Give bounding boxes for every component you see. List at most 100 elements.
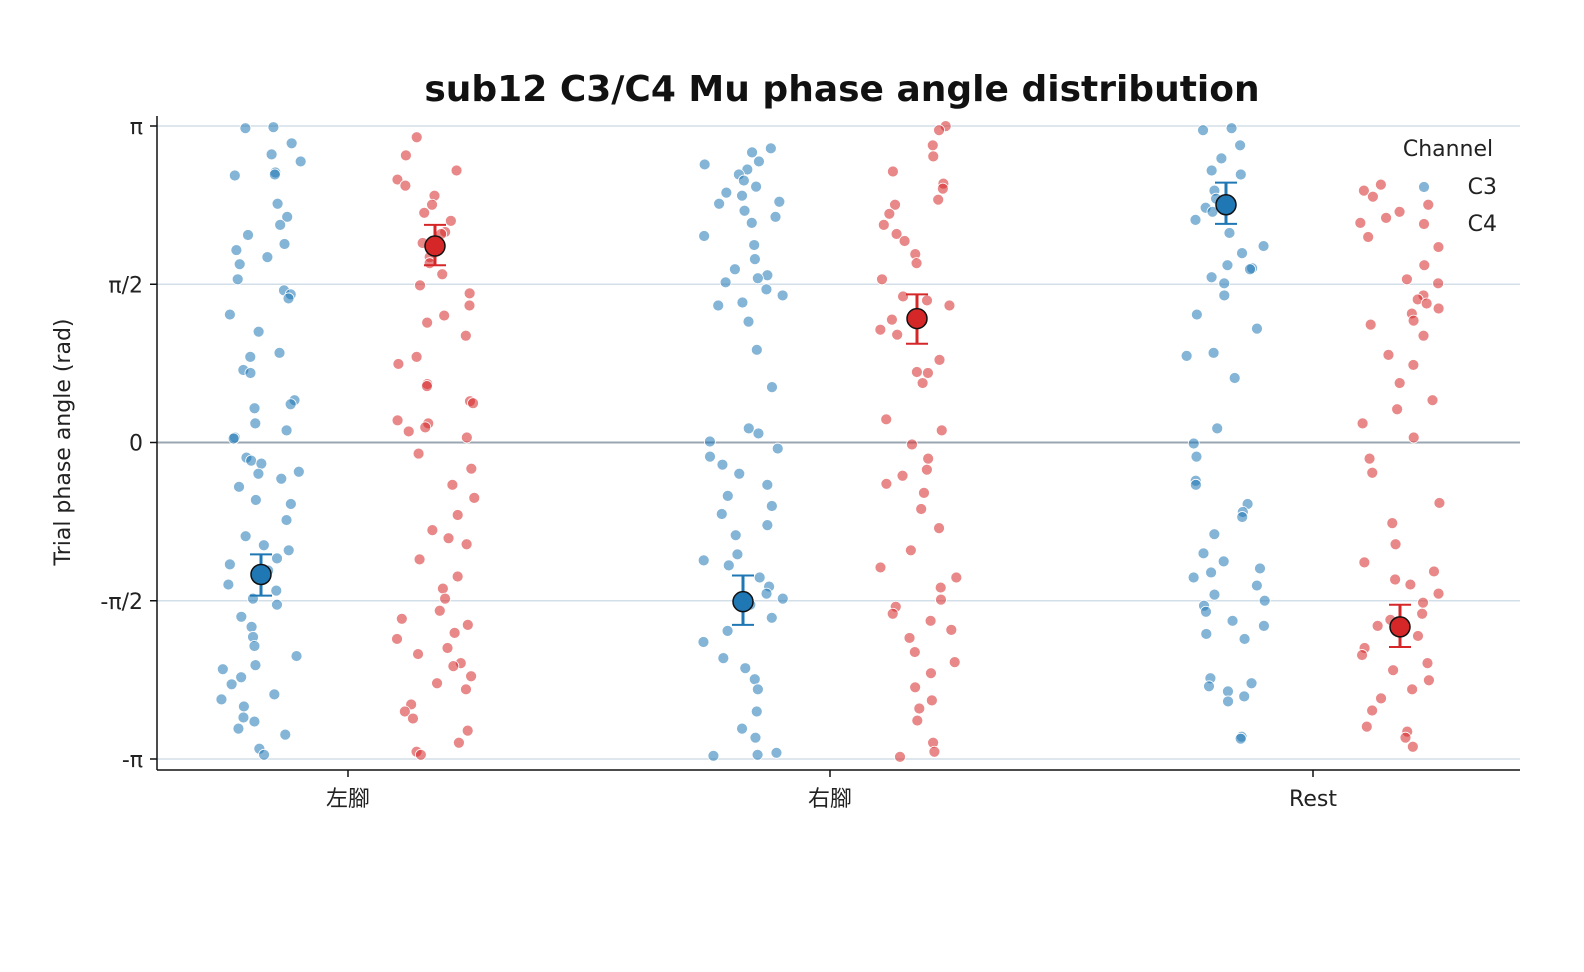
data-point [750,343,763,356]
data-point [233,258,246,271]
y-tick-label: -π/2 [100,590,143,615]
data-point [935,424,948,437]
data-point [391,173,404,186]
data-point [252,467,265,480]
data-point [738,204,751,217]
data-point [760,587,773,600]
data-point [1423,674,1435,687]
data-point [461,724,474,737]
data-point [426,198,438,211]
data-point [1207,346,1220,359]
legend: Channel C3 C4 [1403,137,1497,237]
data-point [927,150,940,163]
data-point [731,548,744,561]
data-point [468,492,481,504]
data-point [874,561,887,574]
data-point [232,722,245,735]
data-point [282,544,295,557]
data-point [1407,359,1420,371]
data-point [448,627,461,639]
data-point [239,122,252,135]
data-point [745,216,758,229]
data-point [760,283,773,296]
data-point [712,299,725,312]
data-point [1236,511,1249,523]
scatter-points [215,120,1446,763]
data-point [1391,403,1404,416]
data-point [891,328,904,341]
data-point [1215,152,1228,165]
data-point [453,736,465,749]
data-point [271,552,283,565]
data-point [1222,695,1234,708]
axes: π π/2 0 -π/2 -π 左腳 右腳 Rest [100,115,1520,812]
grid-lines [157,125,1520,760]
data-point [1189,478,1202,491]
data-point [278,238,291,250]
data-point [1382,348,1395,361]
data-point [1426,394,1439,407]
data-point [216,663,229,676]
data-point [392,358,405,370]
data-point [1417,329,1430,342]
data-point [720,186,733,199]
data-point [460,431,473,444]
data-point [764,142,777,155]
data-point [1245,677,1258,690]
data-point [446,478,459,491]
data-point [230,244,243,256]
data-point [729,529,742,542]
data-point [467,397,479,410]
data-point [284,498,297,510]
data-point [713,197,726,210]
data-point [282,292,295,305]
data-point [1238,690,1251,703]
data-point [242,229,254,241]
data-point [1401,273,1413,286]
data-point [215,693,228,706]
data-point [926,139,939,152]
data-point [924,614,937,627]
data-point [751,272,764,285]
data-point [1358,184,1370,197]
data-point [268,168,281,181]
data-point [1211,422,1224,435]
data-point [1208,528,1221,541]
data-point [770,746,783,759]
data-point [1197,547,1210,560]
data-point [1180,349,1193,362]
data-point [235,671,248,684]
data-point [1420,297,1433,310]
data-point [1404,578,1417,591]
data-point [761,478,774,491]
data-point [414,279,426,292]
data-point [442,532,455,545]
data-point [249,494,262,506]
data-point [275,472,288,485]
data-point [894,750,906,763]
data-point [1200,628,1213,640]
data-point [255,457,268,470]
data-point [1360,720,1373,733]
data-point [280,514,293,526]
data-point [410,131,423,144]
data-point [918,486,930,499]
data-point [749,731,762,744]
data-point [950,571,963,584]
data-point [1386,517,1399,529]
data-point [400,149,412,162]
data-point [1187,437,1200,450]
data-point [398,705,411,718]
data-point [904,544,917,557]
data-point [1234,732,1247,745]
data-point [736,296,749,309]
data-point [447,660,460,673]
x-tick-label: 右腳 [808,787,852,812]
data-point [1244,263,1256,276]
data-point [746,146,758,159]
data-point [460,683,472,696]
data-point [766,381,778,393]
data-point [776,592,789,605]
data-point [697,636,710,648]
data-point [426,524,439,537]
